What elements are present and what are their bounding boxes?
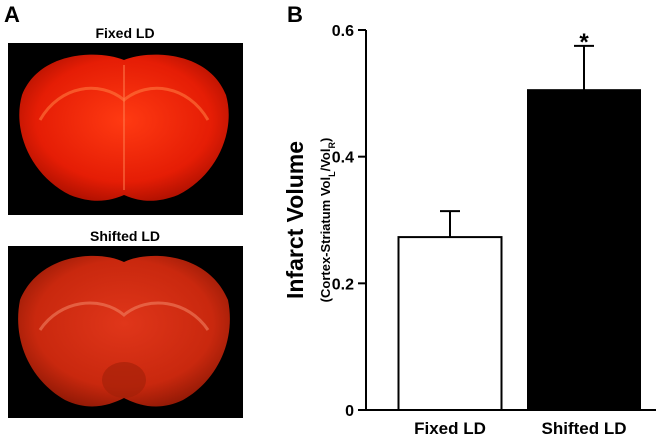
y-axis-subtitle: (Cortex-Striatum VolL/VolR) [318,138,337,303]
annotation: * [579,29,589,56]
x-tick-label: Fixed LD [414,419,486,438]
y-axis-subtitle-part: R [327,142,337,149]
x-tick-label: Shifted LD [542,419,627,438]
y-axis-subtitle-part: (Cortex-Striatum Vol [318,177,333,302]
image-label: Shifted LD [90,228,160,244]
y-axis-subtitle-part: ) [318,138,333,142]
y-axis-title: Infarct Volume [282,141,308,299]
y-tick-label: 0.6 [332,23,354,40]
brain-image [8,43,243,215]
y-axis-subtitle-part: L [327,171,337,177]
y-tick-label: 0 [345,403,354,420]
brain-image [8,246,243,418]
panel-label: B [287,2,303,27]
bar [397,236,503,411]
image-label: Fixed LD [95,25,154,41]
y-tick-label: 0.4 [332,150,354,167]
y-tick-label: 0.2 [332,276,354,293]
y-axis-subtitle-part: /Vol [318,149,333,172]
panel-label: A [4,2,20,27]
bar [527,89,641,412]
